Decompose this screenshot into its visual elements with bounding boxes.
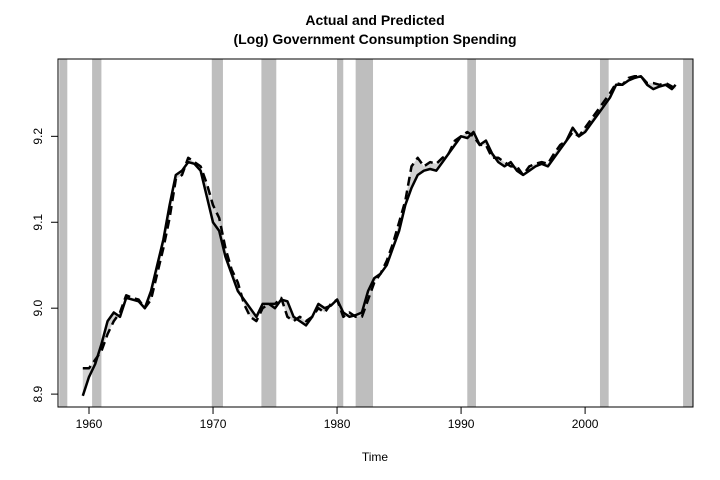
recession-band-8 [683, 59, 693, 407]
recession-band-1 [92, 59, 102, 407]
recession-bands [59, 59, 693, 407]
y-tick-label: 9.2 [31, 128, 45, 145]
recession-band-2 [211, 59, 223, 407]
series-layer [81, 74, 677, 397]
recession-band-0 [59, 59, 68, 407]
x-tick-label: 1970 [200, 417, 227, 431]
y-tick-label: 9.1 [31, 214, 45, 231]
x-tick-label: 1990 [448, 417, 475, 431]
x-tick-label: 1960 [76, 417, 103, 431]
x-axis-label: Time [362, 450, 389, 464]
y-axis: 8.9 9.0 9.1 9.2 [31, 128, 59, 402]
series-line-dashed [82, 74, 677, 370]
recession-band-6 [467, 59, 476, 407]
recession-band-4 [337, 59, 344, 407]
chart-subtitle: (Log) Government Consumption Spending [233, 31, 516, 47]
chart-title: Actual and Predicted [305, 12, 444, 28]
recession-band-3 [261, 59, 277, 407]
x-tick-label: 2000 [572, 417, 599, 431]
recession-band-5 [355, 59, 374, 407]
x-tick-label: 1980 [324, 417, 351, 431]
y-tick-label: 9.0 [31, 300, 45, 317]
x-axis: 1960 1970 1980 1990 2000 [76, 406, 599, 431]
y-tick-label: 8.9 [31, 385, 45, 402]
recession-band-7 [599, 59, 609, 407]
